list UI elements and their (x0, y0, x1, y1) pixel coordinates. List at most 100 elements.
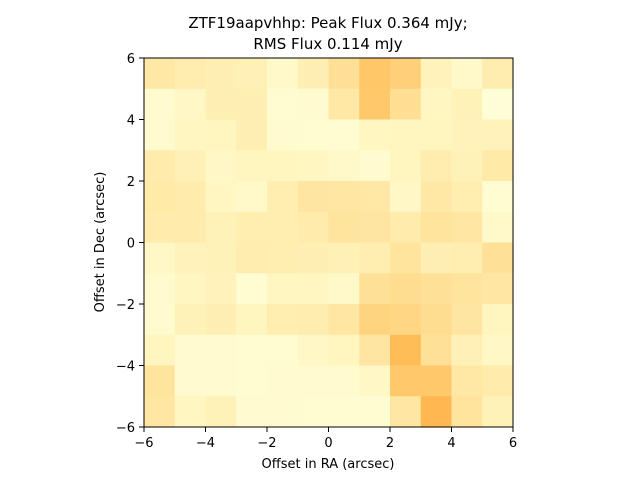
heatmap-cell (267, 242, 299, 274)
heatmap-cell (236, 304, 268, 336)
heatmap-cell (297, 242, 330, 274)
heatmap-cell (297, 273, 330, 305)
heatmap-cell (451, 119, 483, 151)
heatmap-cell (482, 88, 514, 121)
heatmap-cell (328, 119, 360, 151)
x-tick-label: 4 (447, 436, 455, 451)
heatmap-cell (267, 211, 299, 244)
heatmap-cell (451, 365, 483, 397)
heatmap-cell (205, 242, 237, 274)
heatmap-cell (174, 58, 207, 90)
heatmap-cell (297, 181, 330, 213)
heatmap-cell (328, 150, 360, 182)
heatmap-cell (144, 365, 176, 397)
heatmap-cell (174, 365, 207, 397)
heatmap-cell (297, 58, 330, 90)
x-tick-label: 0 (324, 436, 332, 451)
heatmap-cell (236, 150, 268, 182)
heatmap-cell (451, 88, 483, 121)
heatmap-cell (390, 119, 422, 151)
heatmap-cell (420, 273, 453, 305)
heatmap-cell (451, 242, 483, 274)
heatmap-cell (328, 88, 360, 121)
heatmap-cell (359, 150, 391, 182)
x-axis-label: Offset in RA (arcsec) (262, 457, 395, 472)
heatmap-cell (451, 58, 483, 90)
heatmap-cell (174, 119, 207, 151)
heatmap-cell (144, 242, 176, 274)
heatmap-cell (236, 334, 268, 367)
heatmap-cell (205, 58, 237, 90)
heatmap-cell (420, 365, 453, 397)
heatmap-cell (144, 88, 176, 121)
y-axis-ticks: −6 −4 −2 0 2 4 6 (116, 52, 144, 436)
heatmap-cell (297, 211, 330, 244)
heatmap-cell (359, 334, 391, 367)
heatmap-cell (328, 58, 360, 90)
heatmap-cell (144, 334, 176, 367)
heatmap-cell (390, 334, 422, 367)
heatmap-cell (205, 88, 237, 121)
heatmap-cell (144, 396, 176, 428)
heatmap-cell (267, 396, 299, 428)
x-axis-ticks: −6 −4 −2 0 2 4 6 (134, 427, 517, 451)
heatmap-cells (144, 58, 514, 428)
heatmap-cell (420, 88, 453, 121)
heatmap-cell (420, 211, 453, 244)
heatmap-cell (267, 365, 299, 397)
heatmap-cell (267, 181, 299, 213)
heatmap-cell (328, 273, 360, 305)
heatmap-cell (174, 211, 207, 244)
heatmap-cell (297, 88, 330, 121)
heatmap-cell (420, 334, 453, 367)
heatmap-cell (420, 58, 453, 90)
heatmap-cell (420, 150, 453, 182)
x-tick-label: −4 (196, 436, 215, 451)
heatmap-cell (390, 58, 422, 90)
heatmap-cell (267, 334, 299, 367)
heatmap-cell (328, 304, 360, 336)
heatmap-cell (297, 304, 330, 336)
y-axis-label: Offset in Dec (arcsec) (93, 172, 108, 313)
y-tick-label: −6 (116, 421, 135, 436)
x-tick-label: −2 (257, 436, 276, 451)
heatmap-cell (236, 88, 268, 121)
heatmap-cell (267, 150, 299, 182)
heatmap-cell (359, 365, 391, 397)
heatmap-cell (390, 304, 422, 336)
heatmap-cell (236, 365, 268, 397)
heatmap-cell (205, 211, 237, 244)
heatmap-cell (420, 242, 453, 274)
heatmap-cell (144, 304, 176, 336)
heatmap-cell (390, 181, 422, 213)
heatmap-cell (420, 181, 453, 213)
heatmap-cell (328, 181, 360, 213)
heatmap-cell (390, 211, 422, 244)
heatmap-cell (267, 304, 299, 336)
x-tick-label: 6 (509, 436, 517, 451)
heatmap-cell (482, 119, 514, 151)
heatmap-cell (451, 396, 483, 428)
heatmap-cell (205, 365, 237, 397)
heatmap-cell (420, 119, 453, 151)
heatmap-cell (267, 119, 299, 151)
heatmap-cell (297, 119, 330, 151)
heatmap-cell (174, 150, 207, 182)
heatmap-cell (328, 334, 360, 367)
heatmap-cell (359, 304, 391, 336)
heatmap-cell (205, 396, 237, 428)
heatmap-cell (328, 211, 360, 244)
heatmap-cell (328, 242, 360, 274)
heatmap-cell (482, 396, 514, 428)
heatmap-cell (420, 304, 453, 336)
heatmap-cell (236, 181, 268, 213)
heatmap-cell (420, 396, 453, 428)
heatmap-cell (451, 334, 483, 367)
heatmap-cell (267, 58, 299, 90)
heatmap-cell (144, 150, 176, 182)
heatmap-cell (328, 396, 360, 428)
heatmap-cell (482, 365, 514, 397)
heatmap-cell (390, 273, 422, 305)
heatmap-cell (390, 396, 422, 428)
heatmap-cell (451, 211, 483, 244)
